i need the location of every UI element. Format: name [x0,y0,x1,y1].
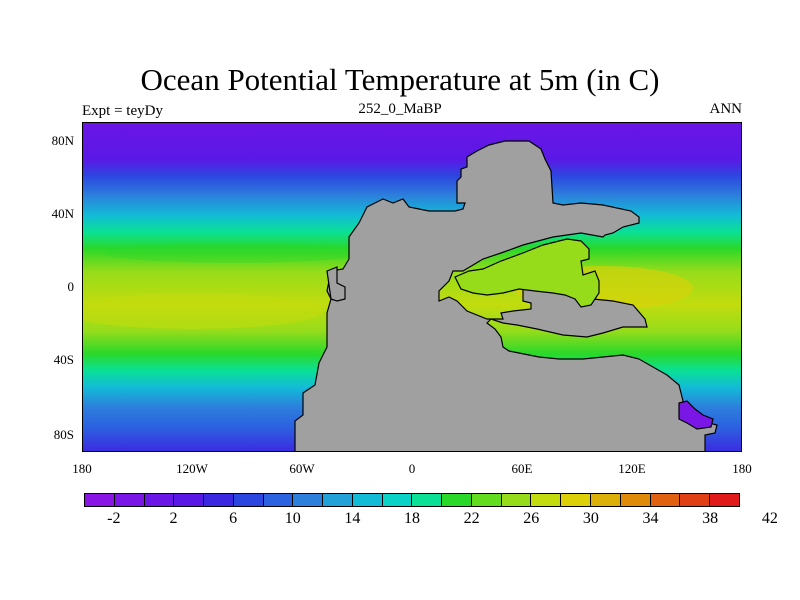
colorbar-swatch [323,494,353,506]
colorbar-label: 14 [344,510,361,527]
colorbar-swatch [293,494,324,506]
colorbar-label: 2 [169,510,178,527]
eastern-inlet [678,400,714,430]
colorbar-label: 42 [761,510,778,527]
colorbar-swatch [442,494,472,506]
colorbar-label: 18 [404,510,420,527]
colorbar-swatch [144,494,175,506]
lat-label: 40N [51,206,74,221]
colorbar [84,493,740,507]
colorbar-label: 38 [702,510,719,527]
colorbar-swatch [263,494,294,506]
temperature-map [82,122,742,452]
colorbar-swatch [352,494,383,506]
lon-label: 120W [176,461,208,476]
lat-label: 80S [53,427,74,442]
colorbar-label: 34 [642,510,659,527]
map-canvas [83,123,741,451]
colorbar-swatch [501,494,532,506]
colorbar-swatch [85,494,115,506]
season-label: ANN [709,101,743,117]
colorbar-label: 10 [284,510,301,527]
warm-band-west [83,293,323,329]
colorbar-swatch [471,494,502,506]
colorbar-swatch [531,494,562,506]
colorbar-swatch [204,494,234,506]
lon-label: 180 [732,461,752,476]
colorbar-swatch [561,494,592,506]
experiment-label: Expt = teyDy [82,103,163,119]
lon-label: 180 [72,461,92,476]
colorbar-label: 26 [523,510,540,527]
lon-label: 120E [618,461,646,476]
colorbar-label: 6 [229,510,238,527]
lon-label: 0 [408,461,416,476]
colorbar-label: 30 [582,510,599,527]
colorbar-swatch [620,494,651,506]
colorbar-swatch [680,494,711,506]
lat-label: 40S [53,352,74,367]
lat-label: 80N [51,133,74,148]
western-spur [326,266,346,302]
lon-label: 60E [511,461,533,476]
green-band-north [103,243,363,263]
time-label: 252_0_MaBP [358,101,442,117]
lat-label: 0 [67,279,75,294]
colorbar-swatch [114,494,145,506]
lon-label: 60W [289,461,315,476]
colorbar-label: 22 [463,510,480,527]
colorbar-swatch [233,494,264,506]
colorbar-swatch [174,494,205,506]
colorbar-swatch [412,494,443,506]
colorbar-swatch [650,494,681,506]
colorbar-swatch [710,494,739,506]
colorbar-swatch [591,494,621,506]
colorbar-label: -2 [107,510,121,527]
tethys-sea [454,238,600,308]
plot-title: Ocean Potential Temperature at 5m (in C) [140,62,660,97]
colorbar-swatch [382,494,413,506]
pangaea-landmass [294,140,718,451]
